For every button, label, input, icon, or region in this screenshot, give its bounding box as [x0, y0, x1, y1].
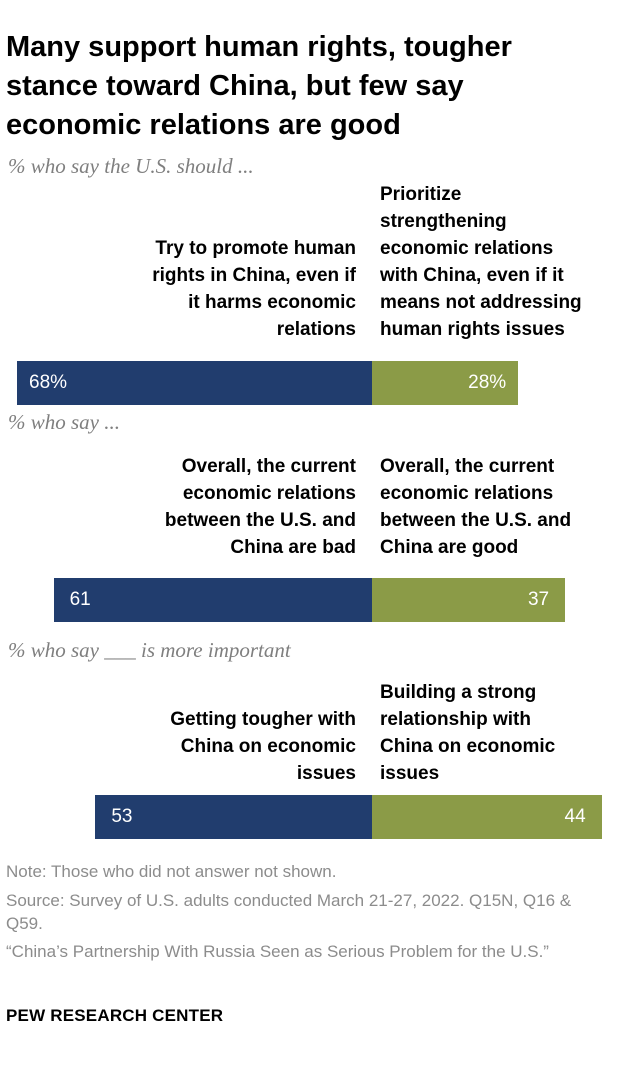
bar-right-1-value: 28% — [468, 372, 507, 393]
right-label-2: Overall, the current economic relations … — [380, 456, 572, 558]
footer-note: Note: Those who did not answer not shown… — [6, 862, 337, 881]
chart-title: Many support human rights, tougher stanc… — [6, 31, 512, 141]
subtitle-3: % who say ___ is more important — [8, 638, 291, 662]
bar-left-2-value: 61 — [69, 589, 91, 610]
left-label-2: Overall, the current economic relations … — [164, 456, 356, 558]
bar-left-3-value: 53 — [111, 806, 133, 827]
subtitle-1: % who say the U.S. should ... — [8, 154, 254, 178]
right-label-3: Building a strong relationship with Chin… — [380, 682, 556, 784]
top-rule — [0, 0, 620, 3]
left-label-1: Try to promote human rights in China, ev… — [152, 238, 356, 340]
bar-right-3: 44 — [372, 795, 602, 839]
bar-left-2: 61 — [53, 578, 372, 622]
subtitle-2: % who say ... — [8, 410, 120, 434]
bar-right-3-value: 44 — [564, 806, 586, 827]
bar-left-1: 68% — [17, 361, 372, 405]
brand-logo-text: PEW RESEARCH CENTER — [6, 1006, 224, 1025]
bottom-rule — [0, 1060, 620, 1066]
footer-source: Source: Survey of U.S. adults conducted … — [6, 891, 572, 933]
bar-right-2: 37 — [372, 578, 566, 622]
right-label-1: Prioritize strengthening economic relati… — [380, 184, 582, 340]
bar-right-1: 28% — [372, 361, 519, 405]
bar-left-3: 53 — [95, 795, 372, 839]
bar-left-1-value: 68% — [29, 372, 68, 393]
bar-right-2-value: 37 — [527, 589, 550, 610]
footer-report: “China’s Partnership With Russia Seen as… — [6, 942, 549, 961]
left-label-3: Getting tougher with China on economic i… — [170, 709, 356, 784]
